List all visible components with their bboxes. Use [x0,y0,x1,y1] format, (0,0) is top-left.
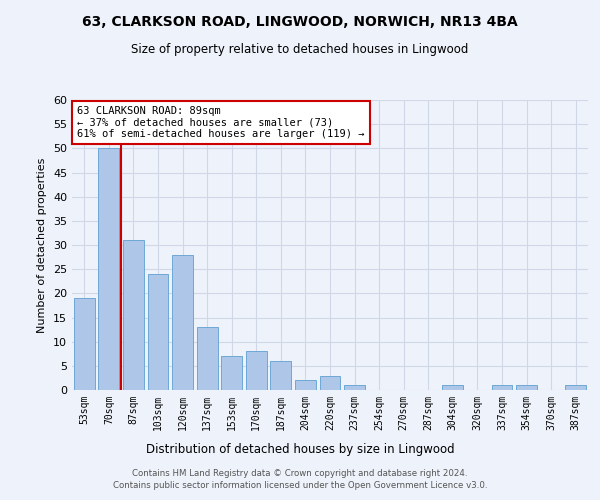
Text: Size of property relative to detached houses in Lingwood: Size of property relative to detached ho… [131,42,469,56]
Bar [148,274,169,390]
Bar [442,385,463,390]
Text: Contains HM Land Registry data © Crown copyright and database right 2024.
Contai: Contains HM Land Registry data © Crown c… [113,468,487,490]
Bar [172,254,193,390]
Bar [516,385,537,390]
Bar [123,240,144,390]
Bar [197,327,218,390]
Bar [246,352,267,390]
Bar [344,385,365,390]
Y-axis label: Number of detached properties: Number of detached properties [37,158,47,332]
Text: 63 CLARKSON ROAD: 89sqm
← 37% of detached houses are smaller (73)
61% of semi-de: 63 CLARKSON ROAD: 89sqm ← 37% of detache… [77,106,365,139]
Bar [74,298,95,390]
Bar [320,376,340,390]
Bar [491,385,512,390]
Text: Distribution of detached houses by size in Lingwood: Distribution of detached houses by size … [146,442,454,456]
Bar [295,380,316,390]
Text: 63, CLARKSON ROAD, LINGWOOD, NORWICH, NR13 4BA: 63, CLARKSON ROAD, LINGWOOD, NORWICH, NR… [82,15,518,29]
Bar [221,356,242,390]
Bar [565,385,586,390]
Bar [271,361,292,390]
Bar [98,148,119,390]
